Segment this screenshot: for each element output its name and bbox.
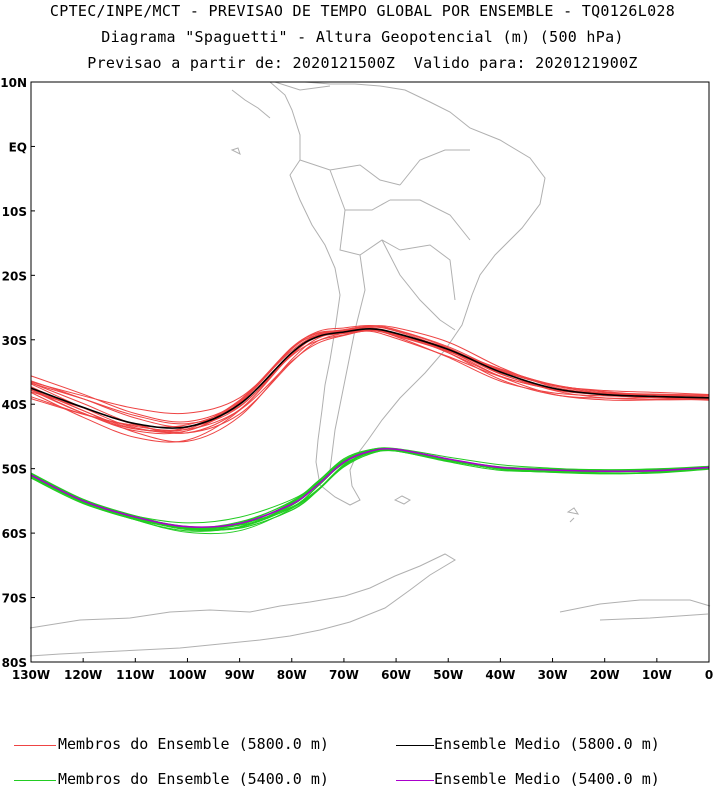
member-line-5800-13 [30, 330, 710, 443]
galapagos [230, 147, 241, 155]
x-tick-label: 30W [538, 668, 568, 682]
y-tick-label: 40S [2, 398, 27, 412]
y-tick-label: 80S [2, 656, 27, 670]
x-tick-label: 80W [277, 668, 307, 682]
member-line-5800-1 [30, 329, 710, 432]
legend-label-mean-5400: Ensemble Medio (5400.0 m) [434, 770, 660, 788]
mean-line-5800 [30, 327, 710, 429]
x-tick-label: 130W [12, 668, 50, 682]
legend-label-mean-5800: Ensemble Medio (5800.0 m) [434, 735, 660, 753]
central-america-coast [231, 81, 331, 119]
y-tick-label: 10S [2, 205, 27, 219]
chart-title-line1: CPTEC/INPE/MCT - PREVISAO DE TEMPO GLOBA… [49, 2, 676, 20]
y-tick-label: 50S [2, 463, 27, 477]
coastline-map [29, 81, 711, 657]
x-tick-label: 60W [381, 668, 411, 682]
chart-title-line3: Previsao a partir de: 2020121500Z Valido… [87, 54, 638, 72]
south-georgia [566, 507, 580, 523]
legend-swatch-members-5800 [14, 745, 56, 746]
y-tick-label: 10N [0, 76, 27, 90]
x-tick-label: 0 [705, 668, 713, 682]
y-tick-label: 30S [2, 334, 27, 348]
falkland-islands [393, 495, 411, 505]
chart-title-line2: Diagrama "Spaguetti" - Altura Geopotenci… [101, 28, 624, 46]
antarctica-coast [29, 553, 456, 657]
member-line-5800-9 [30, 326, 710, 428]
member-line-5800-10 [30, 328, 710, 433]
legend-swatch-members-5400 [14, 780, 56, 781]
legend-swatch-mean-5400 [396, 780, 434, 781]
x-tick-label: 10W [642, 668, 672, 682]
y-tick-label: EQ [9, 140, 27, 154]
ensemble-members [30, 324, 710, 535]
y-tick-label: 20S [2, 269, 27, 283]
antarctica-shelf [559, 599, 711, 621]
south-america-coast [268, 81, 546, 506]
member-line-5400-12 [30, 447, 710, 524]
legend-label-members-5400: Membros do Ensemble (5400.0 m) [58, 770, 329, 788]
x-tick-label: 110W [116, 668, 154, 682]
x-tick-label: 120W [64, 668, 102, 682]
ensemble-means [30, 327, 710, 528]
country-borders [299, 149, 471, 471]
plot-frame [30, 81, 710, 663]
member-line-5800-7 [30, 326, 710, 425]
x-tick-label: 90W [225, 668, 255, 682]
x-tick-label: 40W [485, 668, 515, 682]
mean-line-5400 [30, 447, 710, 528]
member-line-5800-3 [30, 329, 710, 435]
legend-swatch-mean-5800 [396, 745, 434, 746]
legend-label-members-5800: Membros do Ensemble (5800.0 m) [58, 735, 329, 753]
x-tick-label: 20W [590, 668, 620, 682]
x-tick-label: 70W [329, 668, 359, 682]
member-line-5800-14 [30, 324, 710, 423]
y-tick-label: 60S [2, 527, 27, 541]
member-line-5400-13 [30, 449, 710, 535]
x-tick-label: 100W [168, 668, 206, 682]
x-tick-label: 50W [433, 668, 463, 682]
y-tick-label: 70S [2, 592, 27, 606]
member-line-5800-12 [30, 325, 710, 415]
